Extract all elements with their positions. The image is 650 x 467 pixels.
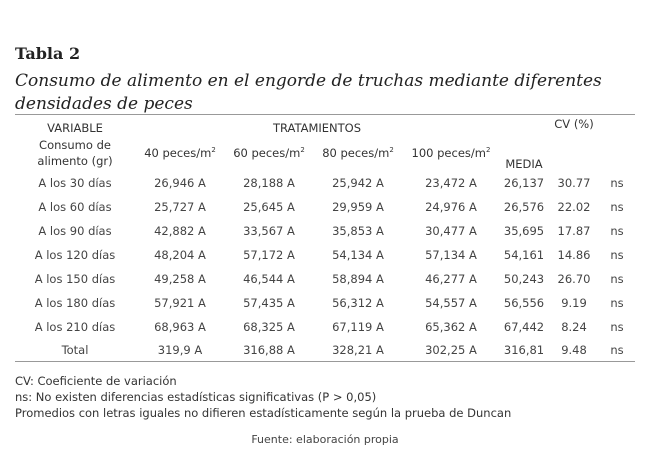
header-treatment: 40 peces/m2 <box>135 135 225 171</box>
treatment-value: 54,557 A <box>425 296 477 310</box>
media-value: 54,161 <box>503 248 545 262</box>
treatment-label: 100 peces/m <box>411 146 486 160</box>
treatment-value: 46,277 A <box>425 272 477 286</box>
table-row: A los 120 días 48,204 A 57,172 A 54,134 A 57… <box>15 243 635 267</box>
treatment-exponent: 2 <box>389 146 394 155</box>
significance: ns <box>610 272 624 286</box>
header-variable: VARIABLE <box>47 121 103 135</box>
significance: ns <box>610 343 624 357</box>
treatment-value: 35,853 A <box>332 224 384 238</box>
treatment-value: 25,942 A <box>332 176 384 190</box>
table-row: A los 150 días 49,258 A 46,544 A 58,894 A 46… <box>15 267 635 291</box>
header-treatment: 60 peces/m2 <box>225 135 313 171</box>
treatment-value: 57,172 A <box>243 248 295 262</box>
treatment-value: 25,645 A <box>243 200 295 214</box>
table-row: A los 30 días 26,946 A 28,188 A 25,942 A 23,… <box>15 171 635 195</box>
table-title: Tabla 2 <box>15 44 81 63</box>
treatment-value: 56,312 A <box>332 296 384 310</box>
treatment-value: 25,727 A <box>154 200 206 214</box>
cv-value: 30.77 <box>557 176 591 190</box>
treatment-exponent: 2 <box>300 146 305 155</box>
treatment-value: 58,894 A <box>332 272 384 286</box>
treatment-exponent: 2 <box>211 146 216 155</box>
data-table: VARIABLE TRATAMIENTOS MEDIA CV (%) Consu… <box>15 114 635 362</box>
treatment-value: 26,946 A <box>154 176 206 190</box>
treatment-value: 68,325 A <box>243 320 295 334</box>
note-ns: ns: No existen diferencias estadísticas … <box>15 390 377 404</box>
media-value: 35,695 <box>503 224 545 238</box>
row-label: Total <box>61 343 89 357</box>
footnotes: CV: Coeficiente de variación ns: No exis… <box>15 373 511 421</box>
row-label: A los 150 días <box>34 272 116 286</box>
treatment-value: 33,567 A <box>243 224 295 238</box>
treatment-value: 67,119 A <box>332 320 384 334</box>
treatment-value: 46,544 A <box>243 272 295 286</box>
header-treatment: 100 peces/m2 <box>403 135 499 171</box>
cv-value: 17.87 <box>557 224 591 238</box>
row-label: A los 180 días <box>34 296 116 310</box>
table-subtitle: Consumo de alimento en el engorde de tru… <box>15 71 602 114</box>
row-label: A los 210 días <box>34 320 116 334</box>
treatment-value: 328,21 A <box>332 343 384 357</box>
cv-value: 9.19 <box>561 296 587 310</box>
significance: ns <box>610 176 624 190</box>
treatment-value: 57,134 A <box>425 248 477 262</box>
significance: ns <box>610 200 624 214</box>
significance: ns <box>610 296 624 310</box>
treatment-value: 319,9 A <box>157 343 203 357</box>
treatment-value: 65,362 A <box>425 320 477 334</box>
header-cv: CV (%) <box>554 117 594 131</box>
source-note: Fuente: elaboración propia <box>251 433 399 446</box>
note-duncan: Promedios con letras iguales no difieren… <box>15 406 512 420</box>
treatment-label: 80 peces/m <box>322 146 390 160</box>
row-label: A los 60 días <box>38 200 112 214</box>
treatment-value: 316,88 A <box>243 343 295 357</box>
row-label: A los 30 días <box>38 176 112 190</box>
treatment-value: 302,25 A <box>425 343 477 357</box>
row-label: A los 120 días <box>34 248 116 262</box>
treatment-value: 28,188 A <box>243 176 295 190</box>
treatment-value: 54,134 A <box>332 248 384 262</box>
treatment-value: 48,204 A <box>154 248 206 262</box>
table-row: A los 210 días 68,963 A 68,325 A 67,119 A 65… <box>15 315 635 339</box>
treatment-value: 57,435 A <box>243 296 295 310</box>
table-row: A los 90 días 42,882 A 33,567 A 35,853 A 30,… <box>15 219 635 243</box>
treatment-label: 60 peces/m <box>233 146 301 160</box>
cv-value: 9.48 <box>561 343 587 357</box>
treatment-value: 30,477 A <box>425 224 477 238</box>
media-value: 316,81 <box>503 343 545 357</box>
treatment-value: 49,258 A <box>154 272 206 286</box>
media-value: 56,556 <box>503 296 545 310</box>
cv-value: 8.24 <box>561 320 587 334</box>
significance: ns <box>610 248 624 262</box>
treatment-value: 24,976 A <box>425 200 477 214</box>
note-cv: CV: Coeficiente de variación <box>15 374 177 388</box>
significance: ns <box>610 224 624 238</box>
table-row: A los 180 días 57,921 A 57,435 A 56,312 A 54… <box>15 291 635 315</box>
cv-value: 22.02 <box>557 200 591 214</box>
header-variable-sub: Consumo de alimento (gr) <box>37 138 113 168</box>
header-media: MEDIA <box>505 157 543 171</box>
significance: ns <box>610 320 624 334</box>
treatment-value: 57,921 A <box>154 296 206 310</box>
row-label: A los 90 días <box>38 224 112 238</box>
treatment-label: 40 peces/m <box>144 146 212 160</box>
header-treatments: TRATAMIENTOS <box>272 121 362 135</box>
table-row: A los 60 días 25,727 A 25,645 A 29,959 A 24,… <box>15 195 635 219</box>
cv-value: 26.70 <box>557 272 591 286</box>
media-value: 50,243 <box>503 272 545 286</box>
header-treatment: 80 peces/m2 <box>313 135 403 171</box>
treatment-value: 42,882 A <box>154 224 206 238</box>
treatment-exponent: 2 <box>485 146 491 155</box>
media-value: 26,576 <box>503 200 545 214</box>
treatment-value: 68,963 A <box>154 320 206 334</box>
media-value: 67,442 <box>503 320 545 334</box>
media-value: 26,137 <box>503 176 545 190</box>
treatment-value: 29,959 A <box>332 200 384 214</box>
cv-value: 14.86 <box>557 248 591 262</box>
treatment-value: 23,472 A <box>425 176 477 190</box>
table-row: Total 319,9 A 316,88 A 328,21 A 302,25 A 316,… <box>15 339 635 362</box>
